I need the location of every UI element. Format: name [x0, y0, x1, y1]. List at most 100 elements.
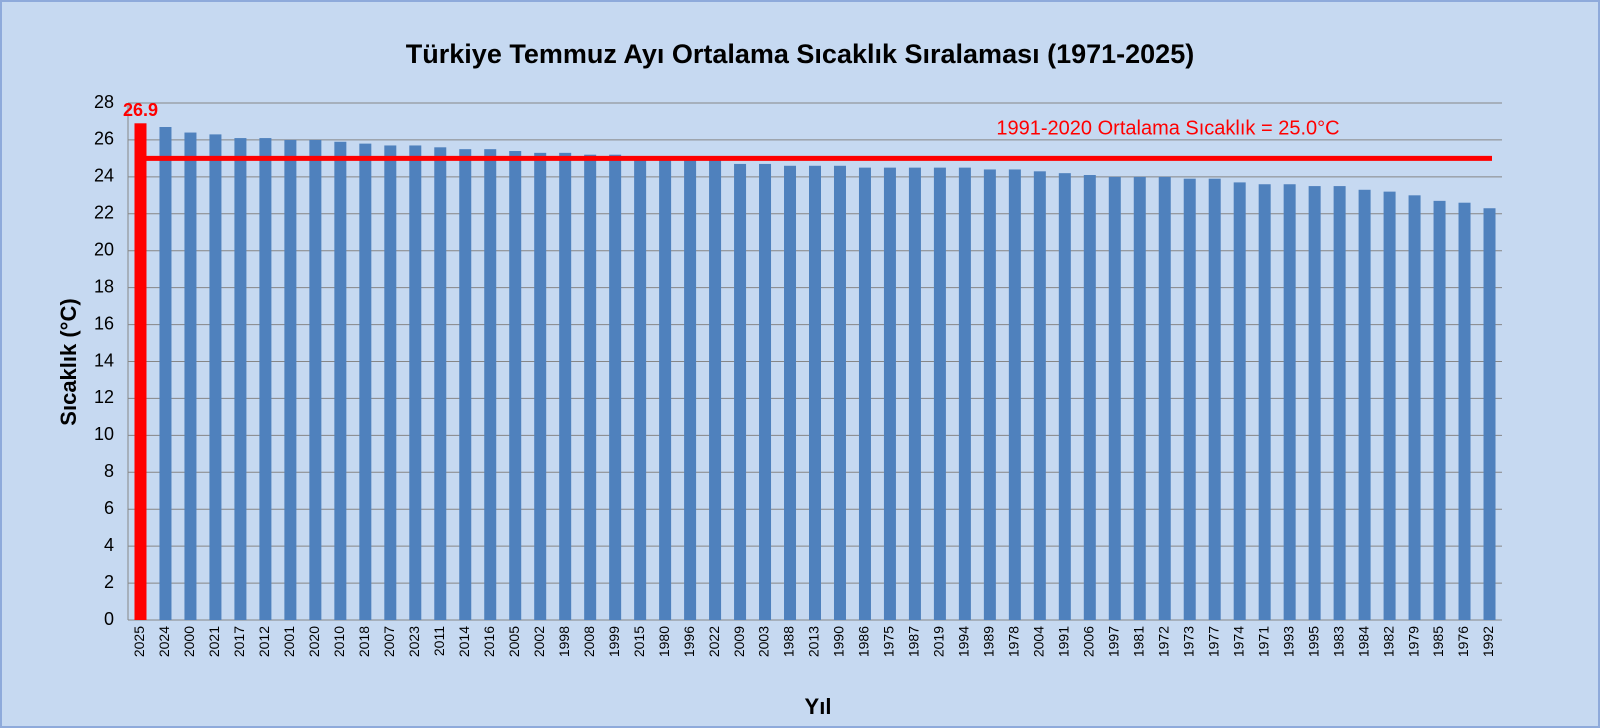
x-tick-label: 2011	[431, 626, 447, 656]
x-tick-label: 1974	[1230, 626, 1246, 657]
bar	[659, 158, 672, 620]
y-tick-label: 6	[104, 498, 114, 518]
bar	[509, 151, 522, 620]
x-tick-label: 1989	[981, 626, 997, 657]
bar	[1408, 195, 1421, 621]
bar	[1283, 184, 1296, 620]
bar	[1258, 184, 1271, 620]
x-tick-label: 2005	[506, 626, 522, 657]
bar	[784, 165, 797, 620]
bar	[1133, 176, 1146, 620]
bar	[209, 134, 222, 620]
x-tick-label: 1994	[956, 626, 972, 657]
y-tick-label: 16	[94, 313, 114, 333]
x-tick-label: 2007	[381, 626, 397, 657]
x-tick-label: 2010	[331, 626, 347, 657]
x-tick-label: 1992	[1480, 626, 1496, 657]
y-tick-label: 26	[94, 129, 114, 149]
y-tick-label: 4	[104, 535, 114, 555]
x-tick-label: 2008	[581, 626, 597, 657]
bar	[1233, 182, 1246, 620]
bar	[1033, 171, 1046, 620]
x-tick-label: 1983	[1330, 626, 1346, 657]
bar	[534, 152, 547, 620]
bar	[609, 154, 622, 620]
bar	[684, 158, 697, 620]
bar	[234, 138, 247, 620]
x-tick-label: 1971	[1255, 626, 1271, 657]
bar	[1458, 202, 1471, 620]
y-tick-label: 28	[94, 92, 114, 112]
x-tick-label: 2002	[531, 626, 547, 657]
x-tick-label: 2023	[406, 626, 422, 657]
x-tick-label: 2019	[931, 626, 947, 657]
bar	[309, 139, 322, 620]
x-tick-label: 2001	[281, 626, 297, 657]
bar	[484, 149, 497, 621]
bar	[734, 163, 747, 621]
bar	[908, 167, 921, 620]
y-tick-label: 2	[104, 572, 114, 592]
bar	[409, 145, 422, 621]
y-tick-label: 10	[94, 424, 114, 444]
x-tick-label: 2024	[156, 626, 172, 657]
bar	[384, 145, 397, 621]
bar	[933, 167, 946, 620]
x-tick-label: 1988	[781, 626, 797, 657]
x-tick-label: 1986	[856, 626, 872, 657]
y-tick-label: 24	[94, 166, 114, 186]
x-tick-label: 1984	[1355, 626, 1371, 657]
x-tick-label: 1972	[1155, 626, 1171, 657]
x-tick-label: 1977	[1205, 626, 1221, 657]
bar	[759, 163, 772, 621]
bar	[983, 169, 996, 620]
y-tick-label: 20	[94, 239, 114, 259]
y-tick-label: 12	[94, 387, 114, 407]
bar	[634, 156, 647, 620]
x-tick-label: 1987	[906, 626, 922, 657]
x-tick-label: 2017	[231, 626, 247, 657]
bar	[1483, 208, 1496, 620]
x-tick-label: 2012	[256, 626, 272, 657]
x-tick-label: 2006	[1081, 626, 1097, 657]
bar	[1158, 176, 1171, 620]
x-tick-label: 1991	[1056, 626, 1072, 657]
x-tick-label: 2020	[306, 626, 322, 657]
x-tick-label: 2000	[181, 626, 197, 657]
bar	[1383, 191, 1396, 620]
y-tick-label: 14	[94, 350, 114, 370]
bar	[1308, 186, 1321, 620]
x-tick-label: 1973	[1180, 626, 1196, 657]
bar	[459, 149, 472, 621]
x-tick-label: 1997	[1105, 626, 1121, 657]
bar	[958, 167, 971, 620]
bar	[1058, 173, 1071, 620]
x-tick-label: 2025	[131, 626, 147, 657]
x-tick-label: 1996	[681, 626, 697, 657]
x-tick-label: 2013	[806, 626, 822, 657]
bar	[1433, 200, 1446, 620]
y-tick-label: 22	[94, 203, 114, 223]
bar	[584, 154, 597, 620]
bar	[1208, 178, 1221, 621]
x-tick-label: 2016	[481, 626, 497, 657]
bar	[883, 167, 896, 620]
bar	[359, 143, 372, 620]
x-tick-label: 2022	[706, 626, 722, 657]
x-tick-label: 1976	[1455, 626, 1471, 657]
y-tick-label: 18	[94, 276, 114, 296]
x-tick-label: 2004	[1031, 626, 1047, 657]
bar	[1358, 189, 1371, 620]
reference-label: 1991-2020 Ortalama Sıcaklık = 25.0°C	[996, 117, 1339, 139]
x-tick-label: 1980	[656, 626, 672, 657]
x-tick-label: 1998	[556, 626, 572, 657]
bar	[1008, 169, 1021, 620]
x-tick-label: 1993	[1280, 626, 1296, 657]
bar	[159, 127, 172, 620]
x-tick-label: 1990	[831, 626, 847, 657]
y-tick-label: 0	[104, 609, 114, 629]
x-tick-label: 1985	[1430, 626, 1446, 657]
x-tick-label: 1981	[1130, 626, 1146, 657]
